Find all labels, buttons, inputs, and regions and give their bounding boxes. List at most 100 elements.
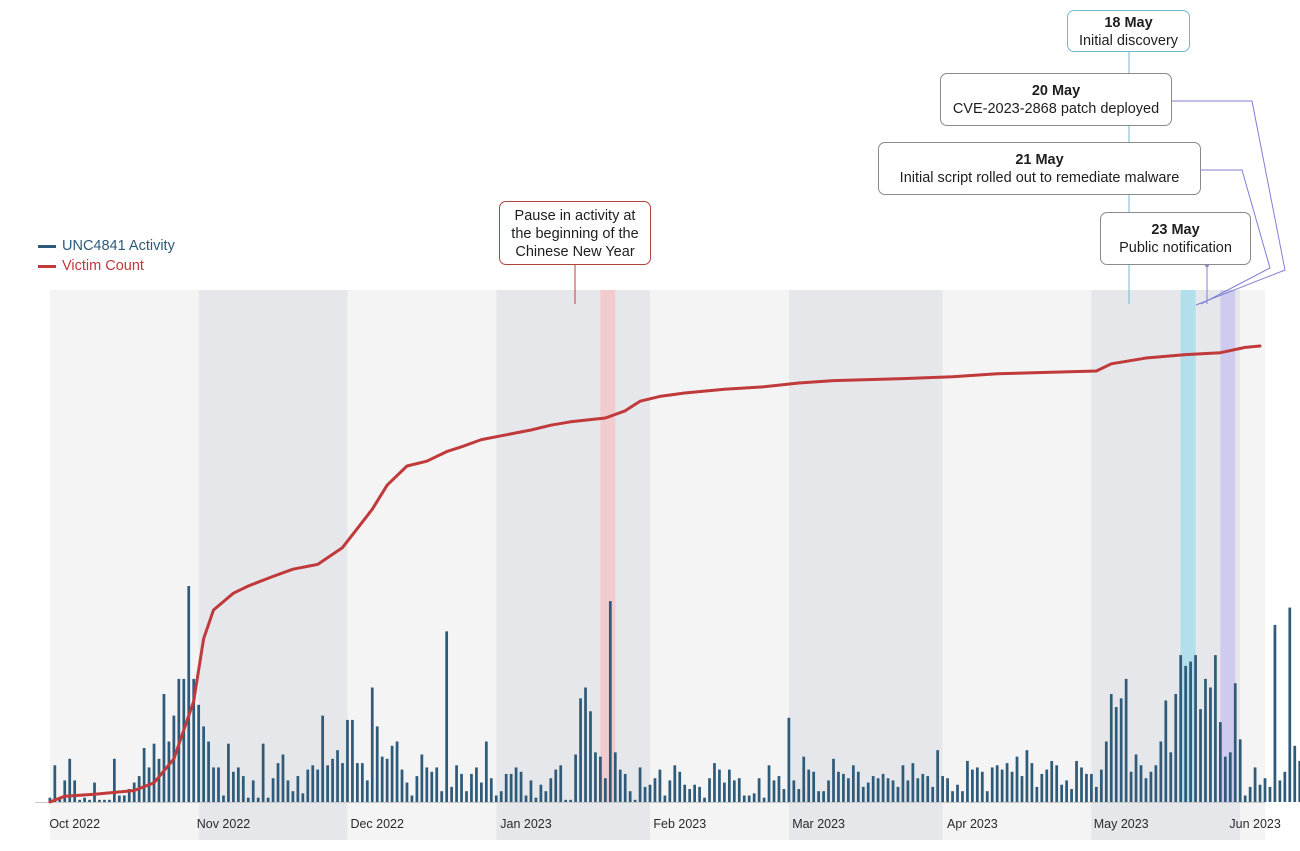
victim-line-group bbox=[48, 344, 1262, 804]
activity-bar bbox=[911, 763, 915, 802]
activity-bar bbox=[851, 765, 855, 802]
legend-label-activity: UNC4841 Activity bbox=[62, 238, 175, 254]
activity-bar bbox=[737, 778, 741, 802]
activity-bar bbox=[891, 780, 895, 802]
activity-bar bbox=[301, 793, 305, 802]
activity-bar bbox=[509, 773, 513, 802]
annotation-remediation-script: 21 May Initial script rolled out to reme… bbox=[878, 142, 1201, 195]
activity-bar bbox=[415, 776, 419, 802]
activity-bar bbox=[732, 780, 736, 802]
activity-bar bbox=[241, 776, 245, 802]
activity-bar bbox=[847, 778, 850, 802]
activity-bar bbox=[569, 799, 573, 802]
month-band-6 bbox=[942, 290, 1092, 840]
month-band-1 bbox=[198, 290, 348, 840]
activity-bar bbox=[1104, 741, 1108, 802]
activity-bar bbox=[380, 756, 384, 802]
activity-bar bbox=[787, 717, 791, 802]
activity-bar bbox=[1035, 786, 1039, 802]
activity-bar bbox=[727, 769, 731, 802]
legend-label-victims: Victim Count bbox=[62, 258, 144, 274]
activity-bar bbox=[1149, 771, 1153, 802]
activity-bar bbox=[460, 773, 463, 802]
activity-bar bbox=[306, 769, 310, 802]
activity-bar bbox=[256, 797, 260, 802]
activity-bar bbox=[484, 741, 488, 802]
month-band-0 bbox=[49, 290, 199, 840]
activity-bar bbox=[792, 780, 796, 802]
activity-bar bbox=[807, 769, 811, 802]
activity-bar bbox=[1070, 789, 1073, 802]
activity-bar bbox=[529, 780, 533, 802]
activity-bar bbox=[246, 797, 250, 802]
victim-count-line bbox=[48, 344, 1262, 804]
activity-bar bbox=[217, 767, 220, 802]
activity-bar bbox=[762, 797, 766, 802]
activity-bar bbox=[1214, 655, 1217, 802]
activity-bar bbox=[723, 782, 726, 802]
activity-bar bbox=[1174, 694, 1178, 802]
activity-bar bbox=[197, 704, 201, 802]
activity-bar bbox=[718, 769, 721, 802]
activity-bar bbox=[1243, 795, 1247, 802]
activity-bar bbox=[227, 743, 230, 802]
activity-bar bbox=[866, 782, 870, 802]
activity-bar bbox=[390, 745, 394, 802]
activity-bar bbox=[68, 758, 72, 802]
annotation-text: Initial script rolled out to remediate m… bbox=[899, 170, 1180, 186]
x-axis-ticks: Oct 2022 Nov 2022 Dec 2022 Jan 2023 Feb 2023… bbox=[49, 817, 1281, 831]
activity-bar bbox=[708, 778, 711, 802]
activity-bar bbox=[1080, 767, 1083, 802]
activity-bar bbox=[1124, 678, 1128, 802]
activity-bar bbox=[1219, 722, 1222, 802]
activity-bar bbox=[1223, 756, 1227, 802]
activity-bar bbox=[58, 797, 62, 802]
activity-bar bbox=[971, 769, 974, 802]
activity-bar bbox=[420, 754, 424, 802]
activity-bar bbox=[450, 786, 453, 802]
activity-bar bbox=[127, 789, 131, 802]
x-tick-label: Jun 2023 bbox=[1229, 817, 1280, 831]
activity-bar bbox=[1005, 763, 1009, 802]
activity-bar bbox=[777, 776, 781, 802]
activity-bar bbox=[584, 687, 587, 802]
highlight-band-2 bbox=[1220, 290, 1236, 802]
activity-bar bbox=[281, 754, 285, 802]
activity-bar bbox=[1085, 773, 1088, 802]
activity-bar bbox=[53, 765, 57, 802]
activity-bar bbox=[524, 795, 528, 802]
activity-bar bbox=[1040, 773, 1044, 802]
activity-bar bbox=[539, 784, 543, 802]
activity-bar bbox=[554, 769, 558, 802]
activity-bar bbox=[678, 771, 682, 802]
activity-bar bbox=[187, 586, 191, 802]
activity-bar bbox=[633, 799, 637, 802]
activity-bar bbox=[688, 789, 692, 802]
activity-bar bbox=[534, 797, 538, 802]
activity-bar bbox=[1228, 752, 1232, 802]
activity-bar bbox=[881, 773, 885, 802]
activity-bar bbox=[817, 791, 820, 802]
activity-bar bbox=[78, 799, 81, 802]
activity-bar bbox=[995, 765, 999, 802]
activity-bar bbox=[425, 767, 429, 802]
activity-bar bbox=[812, 771, 816, 802]
activity-bar bbox=[286, 780, 290, 802]
activity-bar bbox=[480, 782, 483, 802]
annotation-chinese-new-year: Pause in activity at the beginning of th… bbox=[499, 201, 651, 265]
activity-bar bbox=[1209, 687, 1212, 802]
activity-bar bbox=[1119, 698, 1123, 802]
activity-bar bbox=[261, 743, 265, 802]
activity-bar bbox=[430, 771, 434, 802]
annotation-patch-deployed: 20 May CVE-2023-2868 patch deployed bbox=[940, 73, 1172, 126]
activity-bar bbox=[559, 765, 563, 802]
activity-bar bbox=[73, 780, 77, 802]
activity-bar bbox=[504, 773, 508, 802]
activity-bar bbox=[931, 786, 935, 802]
activity-bar bbox=[1273, 624, 1277, 802]
activity-bar bbox=[266, 797, 270, 802]
activity-bar bbox=[916, 778, 920, 802]
legend-item-victims: Victim Count bbox=[38, 256, 175, 276]
month-band-8 bbox=[1240, 290, 1265, 840]
